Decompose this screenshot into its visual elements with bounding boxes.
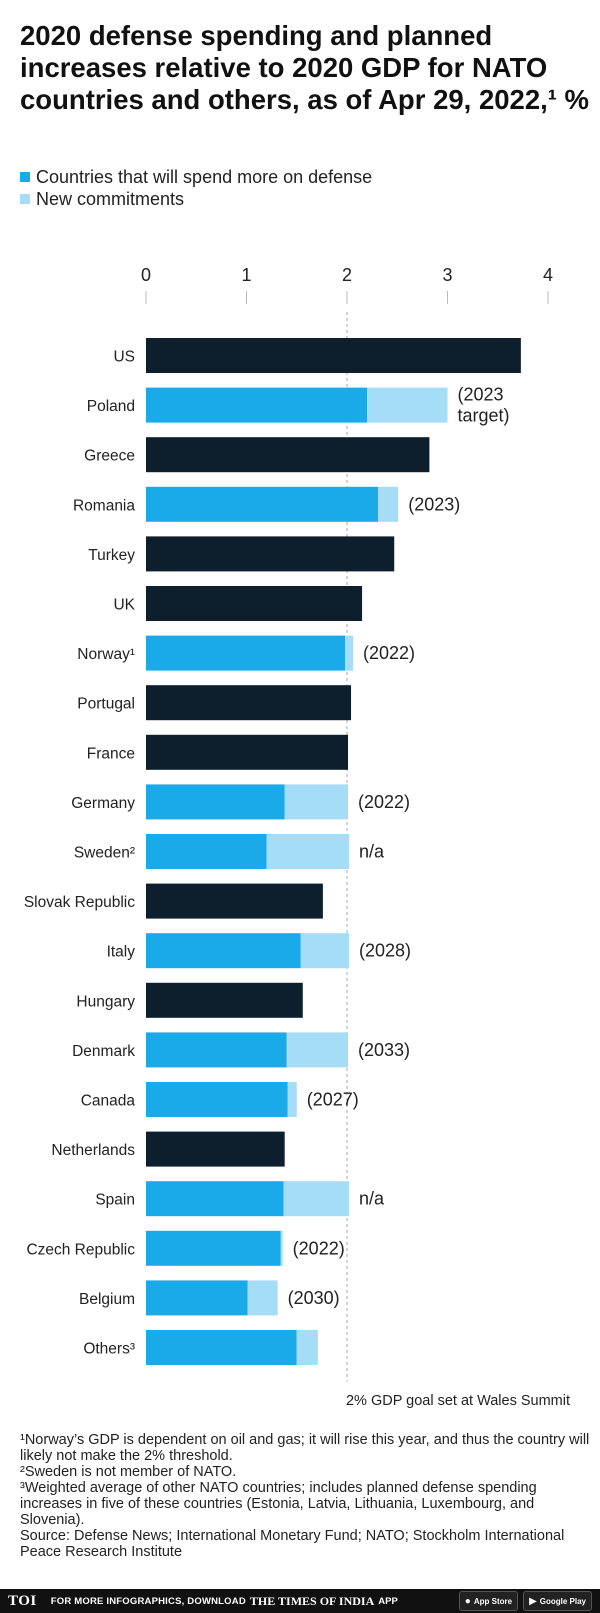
- bar-base-greece: [146, 437, 430, 473]
- footer-brand-text: THE TIMES OF INDIA: [249, 1593, 375, 1608]
- footer-app-text: APP: [378, 1595, 398, 1607]
- x-tick-label-0: 0: [141, 265, 151, 285]
- app-store-button[interactable]: ● App Store: [458, 1591, 519, 1611]
- bar-base-romania: [146, 486, 379, 522]
- bar-base-us: [146, 338, 521, 373]
- google-play-button[interactable]: ▶ Google Play: [523, 1591, 592, 1611]
- annotation-sweden: n/a: [359, 842, 385, 862]
- category-label-spain: Spain: [95, 1192, 135, 1209]
- footnote-2: ²Sweden is not member of NATO.: [20, 1464, 237, 1480]
- category-label-belgium: Belgium: [79, 1291, 135, 1308]
- chart-title: 2020 defense spending and planned increa…: [20, 20, 590, 115]
- category-label-france: France: [87, 745, 135, 762]
- legend-label-new: New commitments: [36, 189, 185, 209]
- x-tick-label-2: 2: [342, 265, 352, 285]
- category-label-romania: Romania: [73, 497, 135, 514]
- bar-base-italy: [146, 933, 301, 969]
- bar-new-norway: [344, 635, 354, 671]
- bar-new-canada: [287, 1082, 297, 1117]
- annotation-czech-republic: (2022): [293, 1238, 345, 1258]
- category-label-greece: Greece: [84, 448, 135, 465]
- bar-base-hungary: [146, 982, 303, 1018]
- bar-new-romania: [378, 486, 399, 522]
- bar-new-others: [296, 1330, 318, 1365]
- bar-base-netherlands: [146, 1131, 285, 1167]
- bar-base-others: [146, 1330, 297, 1365]
- bar-base-poland: [146, 387, 368, 423]
- category-label-portugal: Portugal: [77, 696, 135, 713]
- annotation-canada: (2027): [307, 1090, 359, 1110]
- category-label-turkey: Turkey: [88, 547, 135, 564]
- category-label-norway: Norway¹: [77, 646, 135, 663]
- x-tick-label-3: 3: [442, 265, 452, 285]
- category-label-hungary: Hungary: [76, 993, 135, 1010]
- footnote-3: ³Weighted average of other NATO countrie…: [20, 1480, 537, 1528]
- bar-new-italy: [300, 933, 350, 969]
- x-tick-label-1: 1: [241, 265, 251, 285]
- bar-base-czech-republic: [146, 1230, 281, 1266]
- bar-base-norway: [146, 635, 345, 671]
- bar-base-denmark: [146, 1032, 287, 1068]
- category-label-germany: Germany: [71, 795, 135, 812]
- category-label-canada: Canada: [81, 1093, 136, 1110]
- bar-new-germany: [284, 784, 349, 820]
- bar-base-slovak-republic: [146, 883, 323, 919]
- legend: Countries that will spend more on defens…: [20, 166, 372, 210]
- toi-logo[interactable]: TOI: [8, 1592, 37, 1609]
- footer-promo-text: FOR MORE INFOGRAPHICS, DOWNLOAD: [50, 1595, 246, 1607]
- bar-base-france: [146, 734, 349, 770]
- store-badges: ● App Store ▶ Google Play: [454, 1591, 592, 1611]
- apple-icon: ●: [464, 1595, 471, 1607]
- bar-new-spain: [283, 1181, 350, 1217]
- bar-base-uk: [146, 586, 363, 621]
- bar-new-poland: [367, 387, 448, 423]
- app-store-label: App Store: [473, 1596, 513, 1606]
- annotation-norway: (2022): [363, 643, 415, 663]
- footnotes: ¹Norway’s GDP is dependent on oil and ga…: [20, 1432, 590, 1560]
- category-label-uk: UK: [113, 597, 135, 614]
- legend-item-base: Countries that will spend more on defens…: [20, 166, 372, 188]
- legend-label-base: Countries that will spend more on defens…: [36, 167, 373, 187]
- category-label-czech-republic: Czech Republic: [26, 1241, 135, 1258]
- bar-base-turkey: [146, 536, 395, 572]
- google-play-label: Google Play: [539, 1596, 586, 1606]
- footer-bar: TOI FOR MORE INFOGRAPHICS, DOWNLOAD THE …: [0, 1589, 600, 1613]
- annotation-germany: (2022): [358, 792, 410, 812]
- category-label-netherlands: Netherlands: [51, 1142, 135, 1159]
- source-note: Source: Defense News; International Mone…: [20, 1528, 565, 1560]
- category-label-us: US: [113, 349, 135, 366]
- bar-chart: 0 1 2 3 4 2% GDP goal set at Wales Summit US Po…: [24, 265, 570, 1409]
- annotation-spain: n/a: [359, 1189, 385, 1209]
- annotation-denmark: (2033): [358, 1040, 410, 1060]
- category-label-sweden: Sweden²: [74, 845, 135, 862]
- bar-new-denmark: [286, 1032, 349, 1068]
- annotation-italy: (2028): [359, 941, 411, 961]
- bar-base-belgium: [146, 1280, 248, 1316]
- bar-base-spain: [146, 1181, 284, 1217]
- bar-new-sweden: [266, 834, 350, 869]
- bar-new-belgium: [247, 1280, 278, 1316]
- bar-base-sweden: [146, 834, 267, 869]
- category-label-denmark: Denmark: [72, 1043, 135, 1060]
- legend-item-new: New commitments: [20, 188, 372, 210]
- category-label-poland: Poland: [87, 398, 135, 415]
- category-label-slovak-republic: Slovak Republic: [24, 894, 135, 911]
- annotation-belgium: (2030): [288, 1288, 340, 1308]
- bar-new-czech-republic: [280, 1230, 283, 1266]
- x-tick-label-4: 4: [543, 265, 553, 285]
- annotation-poland: (2023 target): [458, 385, 510, 426]
- bar-base-canada: [146, 1082, 288, 1117]
- bar-base-germany: [146, 784, 285, 820]
- annotation-romania: (2023): [408, 494, 460, 514]
- legend-swatch-base: [20, 172, 30, 182]
- footnote-1: ¹Norway’s GDP is dependent on oil and ga…: [20, 1432, 590, 1464]
- category-label-italy: Italy: [107, 944, 136, 961]
- legend-swatch-new: [20, 194, 30, 204]
- reference-line-label: 2% GDP goal set at Wales Summit: [346, 1393, 570, 1409]
- bar-base-portugal: [146, 685, 352, 721]
- play-icon: ▶: [529, 1595, 537, 1607]
- category-label-others: Others³: [83, 1341, 135, 1358]
